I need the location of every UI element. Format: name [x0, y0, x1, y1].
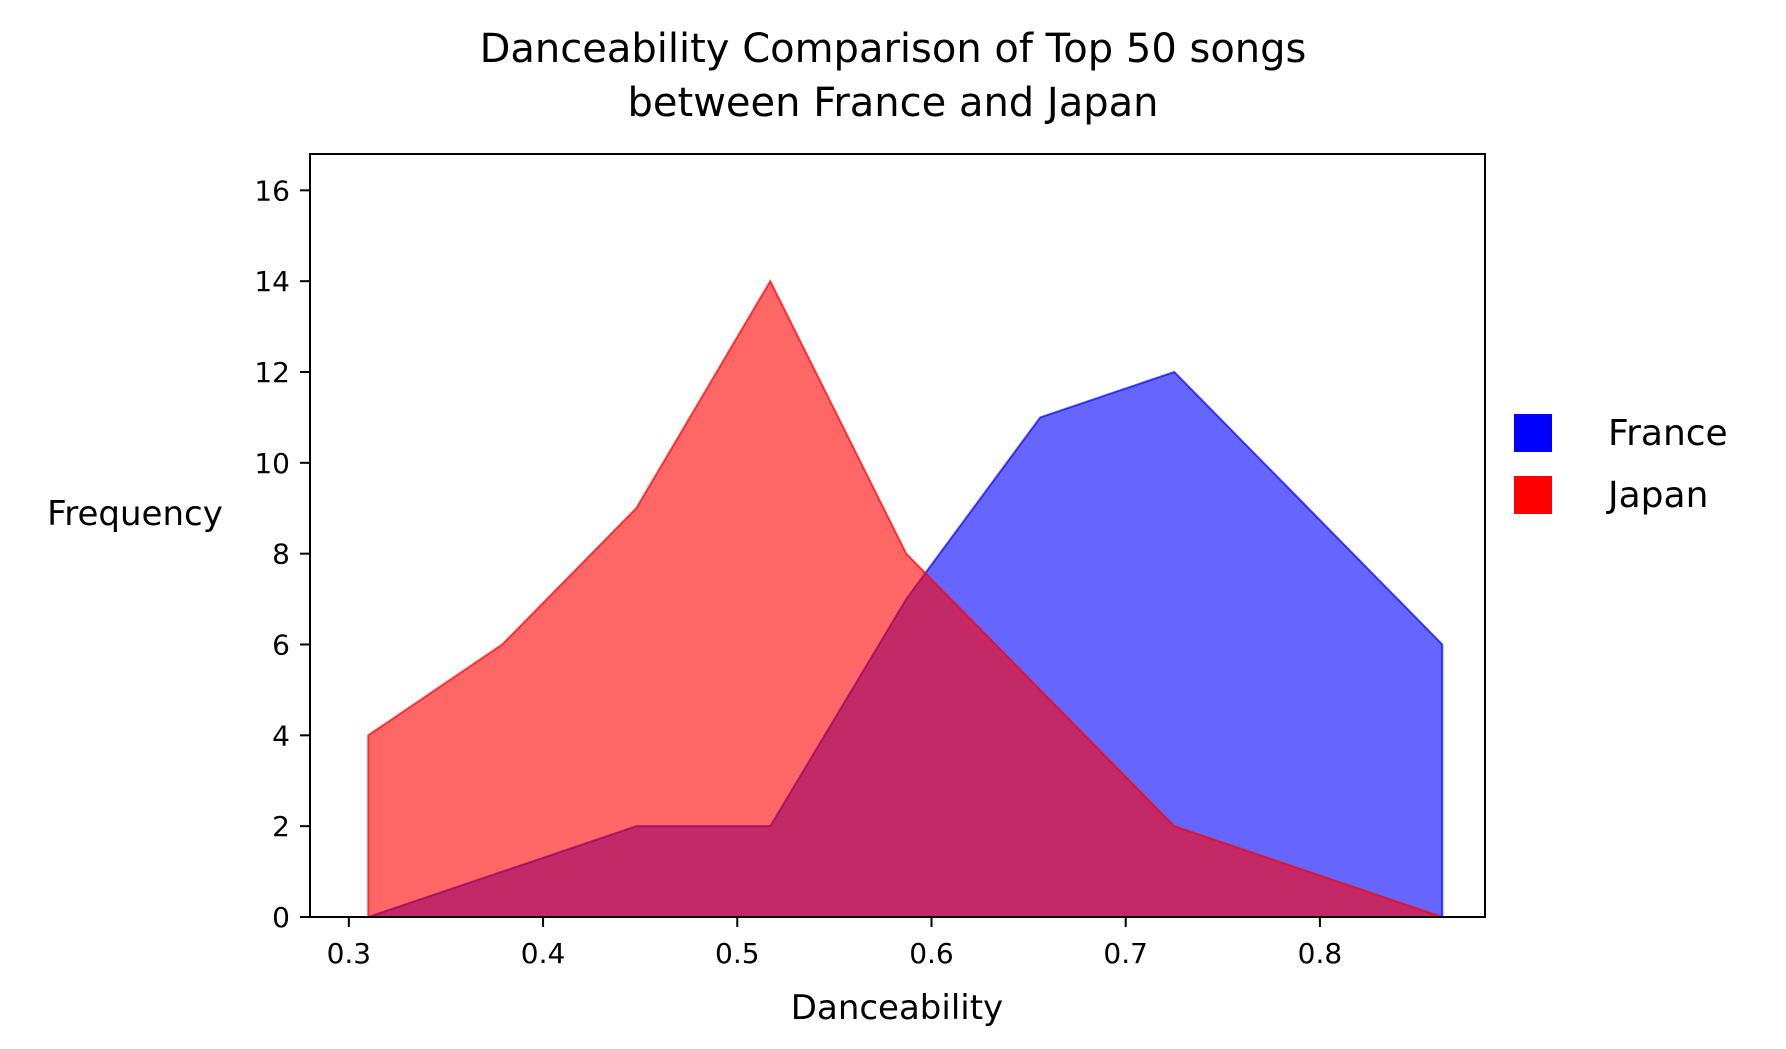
x-tick-label: 0.8 — [1298, 937, 1343, 970]
x-tick-label: 0.6 — [909, 937, 954, 970]
x-tick-label: 0.7 — [1103, 937, 1148, 970]
legend-label-japan: Japan — [1606, 475, 1708, 516]
series-area-japan — [367, 279, 1443, 918]
series-layer — [367, 279, 1444, 918]
y-tick-label: 2 — [272, 810, 290, 843]
y-axis: 0 2 4 6 8 10 12 14 16 — [254, 174, 310, 934]
y-tick-label: 16 — [254, 174, 290, 207]
y-tick-label: 14 — [254, 265, 290, 298]
y-tick-label: 12 — [254, 356, 290, 389]
y-tick-label: 4 — [272, 719, 290, 752]
x-tick-label: 0.3 — [327, 937, 372, 970]
legend-label-france: France — [1608, 413, 1728, 454]
y-tick-label: 6 — [272, 629, 290, 662]
y-tick-label: 10 — [254, 447, 290, 480]
legend-swatch-japan — [1514, 476, 1552, 514]
y-axis-label: Frequency — [47, 494, 223, 534]
chart-title-line-1: Danceability Comparison of Top 50 songs — [480, 26, 1307, 72]
x-tick-label: 0.5 — [715, 937, 760, 970]
x-axis-label: Danceability — [791, 988, 1003, 1028]
x-axis: 0.3 0.4 0.5 0.6 0.7 0.8 — [327, 917, 1343, 970]
y-tick-label: 8 — [272, 538, 290, 571]
legend-swatch-france — [1514, 414, 1552, 452]
plot-frame — [309, 153, 1486, 918]
x-tick-label: 0.4 — [521, 937, 566, 970]
legend: France Japan — [1514, 413, 1728, 516]
y-tick-label: 0 — [272, 901, 290, 934]
chart-title-line-2: between France and Japan — [628, 80, 1159, 126]
